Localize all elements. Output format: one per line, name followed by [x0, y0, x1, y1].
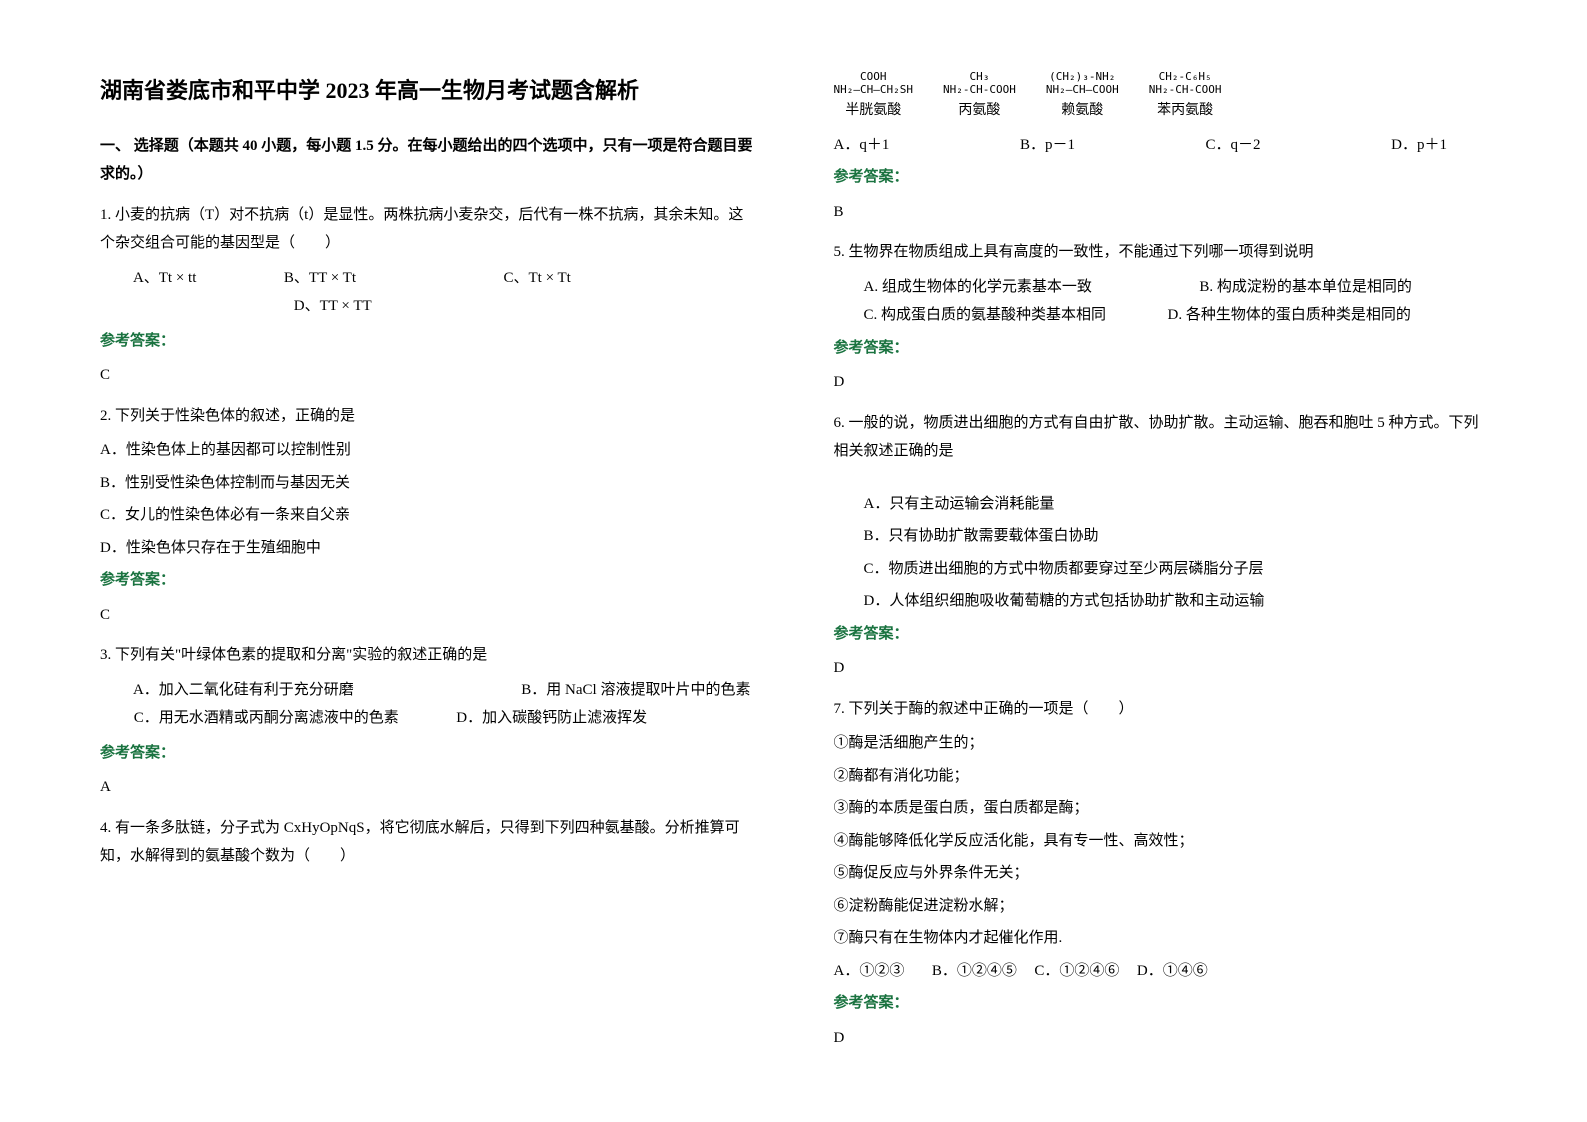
option-b: B．只有协助扩散需要载体蛋白协助 [834, 522, 1488, 551]
question-text: 6. 一般的说，物质进出细胞的方式有自由扩散、协助扩散。主动运输、胞吞和胞吐 5… [834, 409, 1488, 466]
answer: D [834, 654, 1488, 683]
statement-1: ①酶是活细胞产生的； [834, 729, 1488, 758]
formula-bottom: NH₂-CH-COOH [1149, 83, 1222, 96]
options: A、Tt × tt B、TT × Tt C、Tt × Tt D、TT × TT [100, 264, 754, 321]
question-text: 7. 下列关于酶的叙述中正确的一项是（ ） [834, 695, 1488, 724]
option-a: A、Tt × tt [133, 270, 196, 286]
option-d: D．p＋1 [1391, 131, 1447, 160]
amino-lysine: (CH₂)₃-NH₂ NH₂—CH—COOH 赖氨酸 [1046, 70, 1119, 125]
amino-name: 半胱氨酸 [834, 98, 913, 125]
left-column: 湖南省娄底市和平中学 2023 年高一生物月考试题含解析 一、 选择题（本题共 … [100, 70, 754, 1052]
question-text: 2. 下列关于性染色体的叙述，正确的是 [100, 402, 754, 431]
section-header: 一、 选择题（本题共 40 小题，每小题 1.5 分。在每小题给出的四个选项中，… [100, 132, 754, 189]
options: A．①②③ B．①②④⑤ C．①②④⑥ D．①④⑥ [834, 957, 1488, 986]
question-5: 5. 生物界在物质组成上具有高度的一致性，不能通过下列哪一项得到说明 A. 组成… [834, 238, 1488, 397]
statement-3: ③酶的本质是蛋白质，蛋白质都是酶； [834, 794, 1488, 823]
answer-label: 参考答案： [100, 739, 754, 768]
option-b: B．性别受性染色体控制而与基因无关 [100, 469, 754, 498]
question-1: 1. 小麦的抗病（T）对不抗病（t）是显性。两株抗病小麦杂交，后代有一株不抗病，… [100, 201, 754, 390]
amino-name: 丙氨酸 [943, 98, 1016, 125]
question-2: 2. 下列关于性染色体的叙述，正确的是 A．性染色体上的基因都可以控制性别 B．… [100, 402, 754, 630]
question-text: 5. 生物界在物质组成上具有高度的一致性，不能通过下列哪一项得到说明 [834, 238, 1488, 267]
statement-2: ②酶都有消化功能； [834, 762, 1488, 791]
question-text: 4. 有一条多肽链，分子式为 CxHyOpNqS，将它彻底水解后，只得到下列四种… [100, 814, 754, 871]
formula-bottom: NH₂—CH—CH₂SH [834, 83, 913, 96]
answer-label: 参考答案： [834, 163, 1488, 192]
answer: C [100, 601, 754, 630]
option-c: C．物质进出细胞的方式中物质都要穿过至少两层磷脂分子层 [834, 555, 1488, 584]
formula-top: COOH [834, 70, 913, 83]
option-c: C．①②④⑥ [1034, 963, 1119, 979]
option-d: D．①④⑥ [1137, 963, 1208, 979]
question-text: 3. 下列有关"叶绿体色素的提取和分离"实验的叙述正确的是 [100, 641, 754, 670]
option-d: D．人体组织细胞吸收葡萄糖的方式包括协助扩散和主动运输 [834, 587, 1488, 616]
question-7: 7. 下列关于酶的叙述中正确的一项是（ ） ①酶是活细胞产生的； ②酶都有消化功… [834, 695, 1488, 1053]
answer-q4: B [834, 198, 1488, 227]
option-b: B．用 NaCl 溶液提取叶片中的色素 [521, 682, 750, 698]
statement-5: ⑤酶促反应与外界条件无关； [834, 859, 1488, 888]
options: A. 组成生物体的化学元素基本一致 B. 构成淀粉的基本单位是相同的 C. 构成… [834, 273, 1488, 330]
answer-label: 参考答案： [100, 327, 754, 356]
statement-6: ⑥淀粉酶能促进淀粉水解； [834, 892, 1488, 921]
option-a: A．q＋1 [834, 131, 890, 160]
answer: A [100, 773, 754, 802]
answer-label: 参考答案： [834, 334, 1488, 363]
question-3: 3. 下列有关"叶绿体色素的提取和分离"实验的叙述正确的是 A．加入二氧化硅有利… [100, 641, 754, 802]
option-c: C．q－2 [1206, 131, 1261, 160]
amino-structures: COOH NH₂—CH—CH₂SH 半胱氨酸 CH₃ NH₂-CH-COOH 丙… [834, 70, 1488, 125]
option-c: C. 构成蛋白质的氨基酸种类基本相同 [864, 307, 1107, 323]
formula-bottom: NH₂-CH-COOH [943, 83, 1016, 96]
option-b: B．①②④⑤ [932, 963, 1017, 979]
option-a: A．性染色体上的基因都可以控制性别 [100, 436, 754, 465]
answer: D [834, 368, 1488, 397]
options: A．加入二氧化硅有利于充分研磨 B．用 NaCl 溶液提取叶片中的色素 C．用无… [100, 676, 754, 733]
formula-top: CH₂-C₆H₅ [1149, 70, 1222, 83]
option-c: C．女儿的性染色体必有一条来自父亲 [100, 501, 754, 530]
option-a: A．只有主动运输会消耗能量 [834, 490, 1488, 519]
page-title: 湖南省娄底市和平中学 2023 年高一生物月考试题含解析 [100, 70, 754, 112]
statement-4: ④酶能够降低化学反应活化能，具有专一性、高效性； [834, 827, 1488, 856]
amino-phenylalanine: CH₂-C₆H₅ NH₂-CH-COOH 苯丙氨酸 [1149, 70, 1222, 125]
right-column: COOH NH₂—CH—CH₂SH 半胱氨酸 CH₃ NH₂-CH-COOH 丙… [834, 70, 1488, 1052]
option-d: D. 各种生物体的蛋白质种类是相同的 [1168, 307, 1411, 323]
formula-top: (CH₂)₃-NH₂ [1046, 70, 1119, 83]
answer-label: 参考答案： [834, 989, 1488, 1018]
option-c: C．用无水酒精或丙酮分离滤液中的色素 [134, 710, 399, 726]
answer-label: 参考答案： [100, 566, 754, 595]
option-a: A．加入二氧化硅有利于充分研磨 [133, 682, 354, 698]
question-6: 6. 一般的说，物质进出细胞的方式有自由扩散、协助扩散。主动运输、胞吞和胞吐 5… [834, 409, 1488, 683]
answer: D [834, 1024, 1488, 1053]
option-b: B．p－1 [1020, 131, 1075, 160]
formula-top: CH₃ [943, 70, 1016, 83]
q4-options: A．q＋1 B．p－1 C．q－2 D．p＋1 [834, 131, 1488, 160]
amino-name: 赖氨酸 [1046, 98, 1119, 125]
question-4: 4. 有一条多肽链，分子式为 CxHyOpNqS，将它彻底水解后，只得到下列四种… [100, 814, 754, 871]
option-a: A. 组成生物体的化学元素基本一致 [864, 279, 1092, 295]
amino-cysteine: COOH NH₂—CH—CH₂SH 半胱氨酸 [834, 70, 913, 125]
answer: C [100, 361, 754, 390]
option-d: D、TT × TT [294, 298, 372, 314]
formula-bottom: NH₂—CH—COOH [1046, 83, 1119, 96]
amino-name: 苯丙氨酸 [1149, 98, 1222, 125]
option-b: B. 构成淀粉的基本单位是相同的 [1199, 279, 1412, 295]
question-text: 1. 小麦的抗病（T）对不抗病（t）是显性。两株抗病小麦杂交，后代有一株不抗病，… [100, 201, 754, 258]
option-a: A．①②③ [834, 963, 905, 979]
option-d: D．性染色体只存在于生殖细胞中 [100, 534, 754, 563]
amino-alanine: CH₃ NH₂-CH-COOH 丙氨酸 [943, 70, 1016, 125]
option-b: B、TT × Tt [284, 270, 356, 286]
answer-label: 参考答案： [834, 620, 1488, 649]
option-d: D．加入碳酸钙防止滤液挥发 [456, 710, 647, 726]
statement-7: ⑦酶只有在生物体内才起催化作用. [834, 924, 1488, 953]
option-c: C、Tt × Tt [503, 270, 570, 286]
